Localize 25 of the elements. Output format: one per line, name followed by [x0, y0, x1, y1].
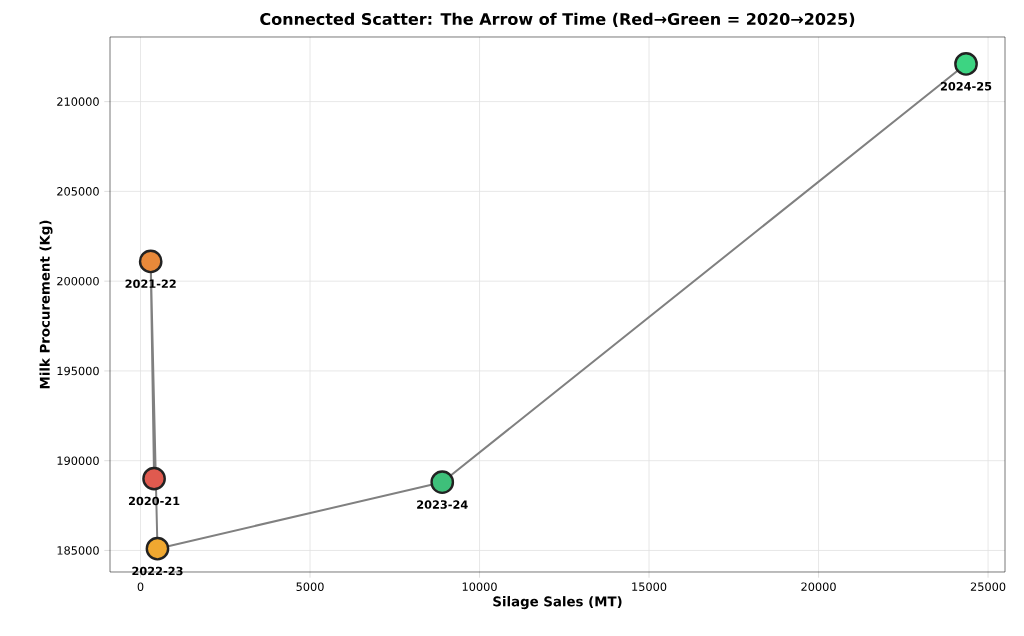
- x-axis-title: Silage Sales (MT): [493, 596, 622, 610]
- point: [142, 466, 166, 491]
- y-tick-label: 210000: [57, 97, 99, 106]
- annotation: 2023-24: [417, 500, 468, 509]
- x-tick-label: 20000: [801, 582, 836, 591]
- y-tick-label: 200000: [57, 276, 99, 286]
- x-tick-label: 5000: [296, 582, 324, 591]
- annotation: 2024-25: [940, 81, 992, 91]
- y-tick-label: 205000: [57, 187, 99, 196]
- y-tick-label: 190000: [57, 456, 99, 465]
- point: [430, 470, 455, 495]
- point: [138, 249, 163, 274]
- y-tick-label: 195000: [57, 366, 99, 376]
- x-tick-label: 25000: [970, 582, 1006, 591]
- point: [954, 52, 978, 76]
- point: [145, 536, 170, 561]
- x-tick-label: 0: [137, 582, 144, 591]
- x-tick-label: 10000: [462, 582, 497, 591]
- y-tick-label: 185000: [57, 546, 99, 555]
- annotation: 2021-22: [125, 279, 176, 289]
- x-tick-label: 15000: [632, 582, 667, 591]
- annotation: 2022-23: [132, 566, 183, 576]
- chart-title: Connected Scatter: The Arrow of Time (Red→Green = 2020→2025): [260, 12, 855, 27]
- y-axis-title: Milk Procurement (Kg): [39, 220, 53, 389]
- annotation: 2020-21: [128, 496, 180, 506]
